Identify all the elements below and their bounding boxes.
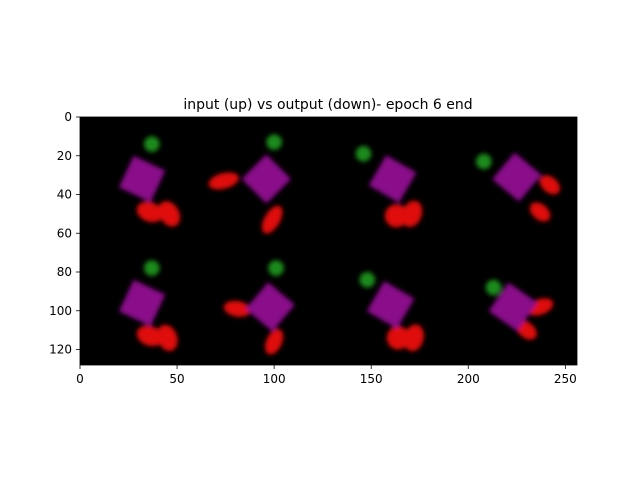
purple-square bbox=[118, 155, 166, 203]
green-dot bbox=[485, 279, 502, 296]
y-tick-label: 40 bbox=[57, 188, 72, 202]
y-tick-label: 120 bbox=[49, 343, 72, 357]
green-dot bbox=[268, 260, 284, 276]
y-axis: 0 20 40 60 80 100 120 bbox=[49, 110, 80, 357]
tile-input-2 bbox=[208, 134, 292, 234]
tile-input-4 bbox=[476, 152, 561, 222]
tile-input-3 bbox=[355, 146, 423, 228]
y-tick-label: 0 bbox=[64, 110, 72, 124]
tile-output-2 bbox=[223, 260, 295, 355]
red-blob bbox=[157, 324, 178, 352]
image-content bbox=[118, 134, 561, 355]
green-dot bbox=[144, 260, 160, 276]
red-blob bbox=[261, 205, 283, 234]
red-blob bbox=[265, 329, 284, 355]
x-tick-label: 100 bbox=[263, 372, 286, 386]
y-tick-label: 100 bbox=[49, 304, 72, 318]
axes-frame bbox=[79, 116, 578, 366]
x-axis: 0 50 100 150 200 250 bbox=[76, 365, 577, 386]
green-dot bbox=[359, 271, 376, 288]
blurred-shapes bbox=[118, 134, 561, 355]
purple-square bbox=[241, 154, 292, 204]
purple-square bbox=[118, 279, 166, 327]
red-blob bbox=[516, 320, 537, 340]
red-blob bbox=[403, 324, 424, 352]
green-dot bbox=[266, 134, 282, 150]
red-blob bbox=[386, 326, 411, 350]
x-tick-label: 250 bbox=[554, 372, 577, 386]
x-tick-label: 0 bbox=[76, 372, 84, 386]
x-tick-label: 50 bbox=[169, 372, 184, 386]
green-dot bbox=[476, 153, 492, 170]
x-tick-label: 200 bbox=[457, 372, 480, 386]
purple-square bbox=[366, 281, 415, 329]
purple-square bbox=[245, 282, 295, 332]
y-tick-label: 80 bbox=[57, 265, 72, 279]
tile-output-1 bbox=[118, 260, 178, 352]
red-blob bbox=[136, 325, 164, 347]
tile-output-4 bbox=[485, 279, 554, 340]
tile-input-1 bbox=[118, 136, 181, 227]
y-tick-label: 20 bbox=[57, 149, 72, 163]
red-blob bbox=[401, 200, 423, 228]
red-blob bbox=[539, 175, 561, 195]
chart-title: input (up) vs output (down)- epoch 6 end bbox=[183, 97, 472, 113]
image-background bbox=[80, 117, 577, 365]
red-blob bbox=[384, 204, 409, 228]
purple-square bbox=[488, 282, 538, 332]
purple-square bbox=[492, 152, 542, 202]
purple-square bbox=[368, 155, 417, 203]
y-tick-label: 60 bbox=[57, 226, 72, 240]
red-blob bbox=[158, 201, 181, 227]
green-dot bbox=[355, 146, 372, 162]
tile-output-3 bbox=[359, 271, 424, 352]
red-blob bbox=[208, 172, 239, 190]
x-tick-label: 150 bbox=[360, 372, 383, 386]
green-dot bbox=[144, 136, 160, 152]
red-blob bbox=[223, 300, 251, 317]
red-blob bbox=[529, 202, 551, 222]
red-blob bbox=[136, 201, 164, 223]
image-area bbox=[79, 116, 578, 366]
